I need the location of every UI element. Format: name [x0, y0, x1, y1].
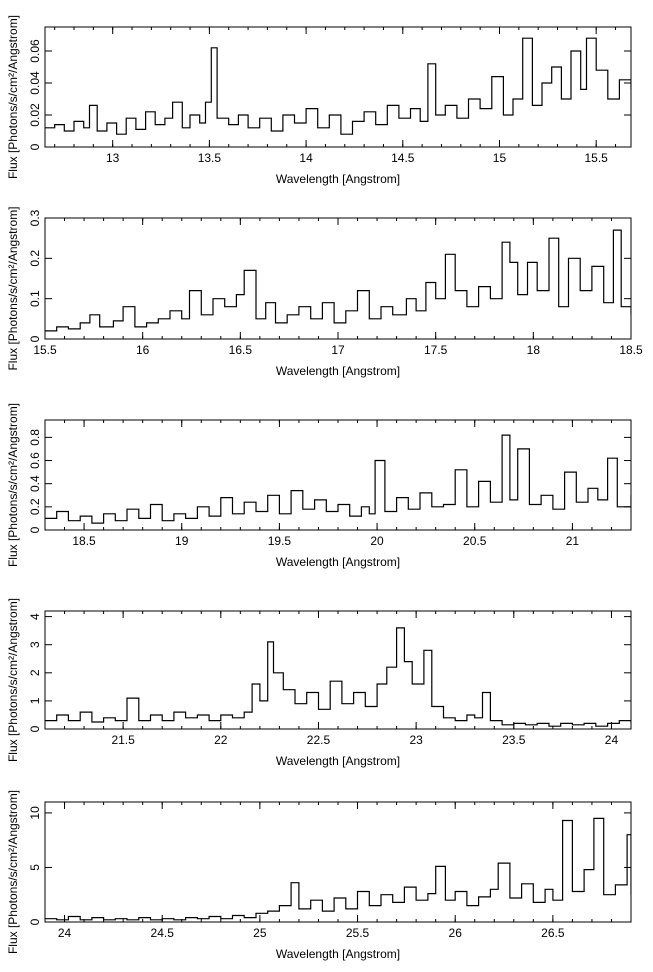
- x-axis-title: Wavelength [Angstrom]: [276, 172, 400, 186]
- x-tick-label: 19: [175, 534, 189, 548]
- x-tick-label: 20: [370, 534, 384, 548]
- plot-frame: [44, 610, 632, 730]
- x-tick-label: 24: [58, 926, 72, 940]
- y-tick-label: 0.02: [28, 103, 42, 127]
- plot-frame: [44, 217, 632, 340]
- y-tick-label: 5: [28, 864, 42, 871]
- x-axis-title: Wavelength [Angstrom]: [276, 947, 400, 961]
- spectrum-panel-5: 24 24.5 25 25.5 26 26.5 0 5 10 Wavelength [Angstr…: [6, 790, 632, 961]
- y-tick-label: 0.3: [28, 209, 42, 226]
- spectrum-line: [45, 817, 631, 921]
- spectrum-line: [45, 627, 631, 727]
- y-tick-label: 0.2: [28, 498, 42, 515]
- x-tick-label: 21.5: [111, 733, 135, 747]
- x-tick-label: 23: [409, 733, 423, 747]
- y-axis-title: Flux [Photons/s/cm²/Angstrom]: [6, 790, 20, 954]
- x-tick-label: 16.5: [229, 343, 253, 357]
- x-tick-label: 13: [106, 151, 120, 165]
- y-axis-title: Flux [Photons/s/cm²/Angstrom]: [6, 598, 20, 762]
- x-axis-title: Wavelength [Angstrom]: [276, 754, 400, 768]
- x-tick-label: 14: [299, 151, 313, 165]
- y-tick-label: 0.1: [28, 290, 42, 307]
- y-tick-label: 1: [28, 697, 42, 704]
- y-axis-title: Flux [Photons/s/cm²/Angstrom]: [6, 206, 20, 370]
- y-tick-label: 0: [28, 918, 42, 925]
- spectrum-panel-3: 18.5 19 19.5 20 20.5 21 0 0.2 0.4 0.6 0.8 Wavelengt…: [6, 403, 632, 569]
- x-tick-label: 22: [214, 733, 228, 747]
- y-tick-label: 0.2: [28, 250, 42, 267]
- y-tick-label: 2: [28, 669, 42, 676]
- plot-frame: [44, 26, 632, 148]
- x-tick-label: 26.5: [541, 926, 565, 940]
- y-tick-label: 0.06: [28, 39, 42, 63]
- x-tick-label: 18.5: [72, 534, 96, 548]
- y-tick-label: 0.04: [28, 71, 42, 95]
- y-tick-label: 10: [28, 806, 42, 820]
- y-tick-label: 4: [28, 613, 42, 620]
- x-tick-label: 18.5: [619, 343, 643, 357]
- x-tick-label: 20.5: [463, 534, 487, 548]
- x-axis-title: Wavelength [Angstrom]: [276, 364, 400, 378]
- spectrum-panel-1: 13 13.5 14 14.5 15 15.5 0 0.02 0.04 0.06 Wavelengt…: [6, 15, 632, 186]
- plot-frame: [44, 801, 632, 923]
- y-tick-label: 0.6: [28, 452, 42, 469]
- x-tick-label: 25.5: [346, 926, 370, 940]
- x-tick-label: 22.5: [307, 733, 331, 747]
- x-tick-label: 16: [136, 343, 150, 357]
- y-tick-label: 0: [28, 725, 42, 732]
- x-tick-label: 15.5: [33, 343, 57, 357]
- y-tick-label: 3: [28, 641, 42, 648]
- y-tick-label: 0: [28, 143, 42, 150]
- x-tick-label: 26: [449, 926, 463, 940]
- x-axis-title: Wavelength [Angstrom]: [276, 555, 400, 569]
- x-tick-label: 14.5: [391, 151, 415, 165]
- x-tick-label: 23.5: [502, 733, 526, 747]
- x-tick-label: 15: [493, 151, 507, 165]
- y-tick-label: 0.8: [28, 429, 42, 446]
- spectrum-line: [45, 229, 631, 332]
- spectrum-panel-2: 15.5 16 16.5 17 17.5 18 18.5 0 0.1 0.2 0.3 Waveleng…: [6, 206, 643, 378]
- x-tick-label: 19.5: [268, 534, 292, 548]
- x-tick-label: 24.5: [151, 926, 175, 940]
- x-tick-label: 13.5: [198, 151, 222, 165]
- y-axis-title: Flux [Photons/s/cm²/Angstrom]: [6, 15, 20, 179]
- spectrum-line: [45, 434, 631, 524]
- x-tick-label: 21: [566, 534, 580, 548]
- x-tick-label: 15.5: [585, 151, 609, 165]
- y-tick-label: 0.4: [28, 475, 42, 492]
- x-tick-label: 18: [527, 343, 541, 357]
- y-tick-label: 0: [28, 526, 42, 533]
- plot-frame: [44, 419, 632, 531]
- y-tick-label: 0: [28, 335, 42, 342]
- x-tick-label: 24: [605, 733, 619, 747]
- y-axis-title: Flux [Photons/s/cm²/Angstrom]: [6, 403, 20, 567]
- x-tick-label: 17.5: [424, 343, 448, 357]
- x-tick-label: 25: [253, 926, 267, 940]
- x-tick-label: 17: [331, 343, 345, 357]
- spectrum-line: [45, 37, 631, 135]
